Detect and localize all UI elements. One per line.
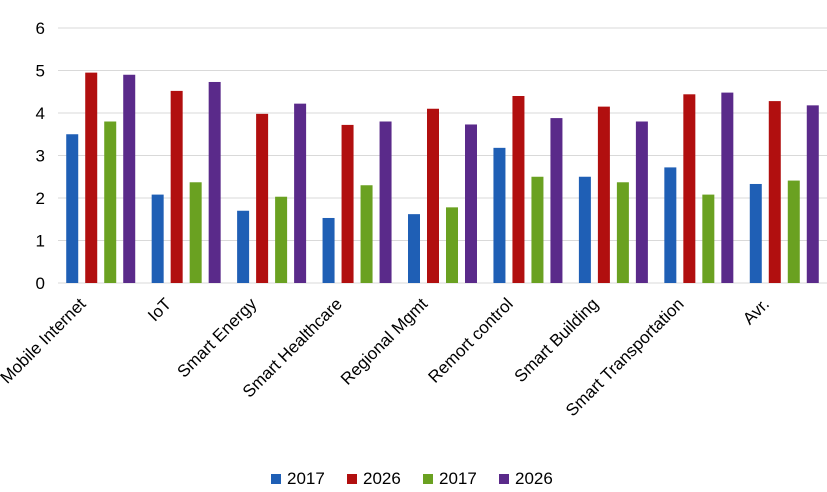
y-tick-label: 2 xyxy=(36,189,45,208)
bar-b-2017-8 xyxy=(787,180,800,283)
bar-a-2017-5 xyxy=(493,147,506,283)
legend-label: 2026 xyxy=(363,469,401,488)
legend-label: 2017 xyxy=(287,469,325,488)
bar-a-2026-4 xyxy=(427,108,439,283)
x-category-label: IoT xyxy=(144,294,175,325)
bar-a-2026-1 xyxy=(170,90,183,284)
bar-a-2026-5 xyxy=(512,96,525,283)
bar-a-2017-3 xyxy=(322,217,335,283)
bar-a-2026-3 xyxy=(341,124,354,284)
legend-swatch xyxy=(271,474,281,484)
legend-label: 2017 xyxy=(439,469,477,488)
bar-a-2026-2 xyxy=(256,113,269,283)
legend-label: 2026 xyxy=(515,469,553,488)
bars xyxy=(66,72,819,284)
bar-b-2026-2 xyxy=(294,103,307,284)
bar-a-2026-0 xyxy=(85,72,98,283)
legend-swatch xyxy=(499,474,509,484)
bar-a-2026-8 xyxy=(768,101,781,283)
x-category-label: Avr. xyxy=(739,294,773,328)
bar-b-2026-0 xyxy=(123,74,136,283)
bar-b-2026-6 xyxy=(635,121,648,283)
legend-swatch xyxy=(347,474,357,484)
y-tick-label: 1 xyxy=(36,232,45,251)
bar-b-2026-3 xyxy=(379,121,392,283)
bar-a-2026-7 xyxy=(683,94,696,283)
bar-b-2026-8 xyxy=(806,105,819,283)
y-axis-tick-labels: 0 1 2 3 4 5 6 xyxy=(36,19,45,293)
bar-a-2017-8 xyxy=(749,183,762,283)
bar-b-2017-1 xyxy=(189,182,202,283)
gridlines xyxy=(58,27,827,284)
legend: 2017 2026 2017 2026 xyxy=(271,469,553,488)
bar-b-2017-6 xyxy=(616,182,629,283)
x-category-label: Smart Energy xyxy=(174,294,261,381)
bar-a-2017-0 xyxy=(66,134,79,283)
legend-swatch xyxy=(423,474,433,484)
y-tick-label: 6 xyxy=(36,19,45,38)
y-tick-label: 5 xyxy=(36,62,45,81)
bar-b-2017-4 xyxy=(446,207,458,283)
bar-a-2017-7 xyxy=(664,167,677,283)
bar-a-2017-4 xyxy=(408,214,420,283)
x-category-label: Smart Building xyxy=(511,294,603,386)
y-tick-label: 4 xyxy=(36,104,45,123)
bar-b-2017-2 xyxy=(275,196,288,283)
bar-a-2017-2 xyxy=(237,210,250,283)
bar-b-2017-0 xyxy=(104,121,117,283)
x-category-label: Remort control xyxy=(425,294,517,386)
bar-b-2017-3 xyxy=(360,185,373,283)
x-category-label: Mobile Internet xyxy=(0,294,90,387)
bar-b-2026-5 xyxy=(550,118,563,283)
bar-a-2026-6 xyxy=(597,106,610,283)
bar-b-2017-7 xyxy=(702,194,715,283)
bar-a-2017-6 xyxy=(578,176,591,283)
y-tick-label: 3 xyxy=(36,147,45,166)
bar-b-2026-7 xyxy=(721,92,734,283)
x-category-label: Regional Mgmt xyxy=(337,294,431,388)
y-tick-label: 0 xyxy=(36,274,45,293)
bar-a-2017-1 xyxy=(151,194,164,283)
bar-b-2026-4 xyxy=(465,124,477,283)
bar-b-2017-5 xyxy=(531,176,544,283)
bar-b-2026-1 xyxy=(208,81,221,283)
